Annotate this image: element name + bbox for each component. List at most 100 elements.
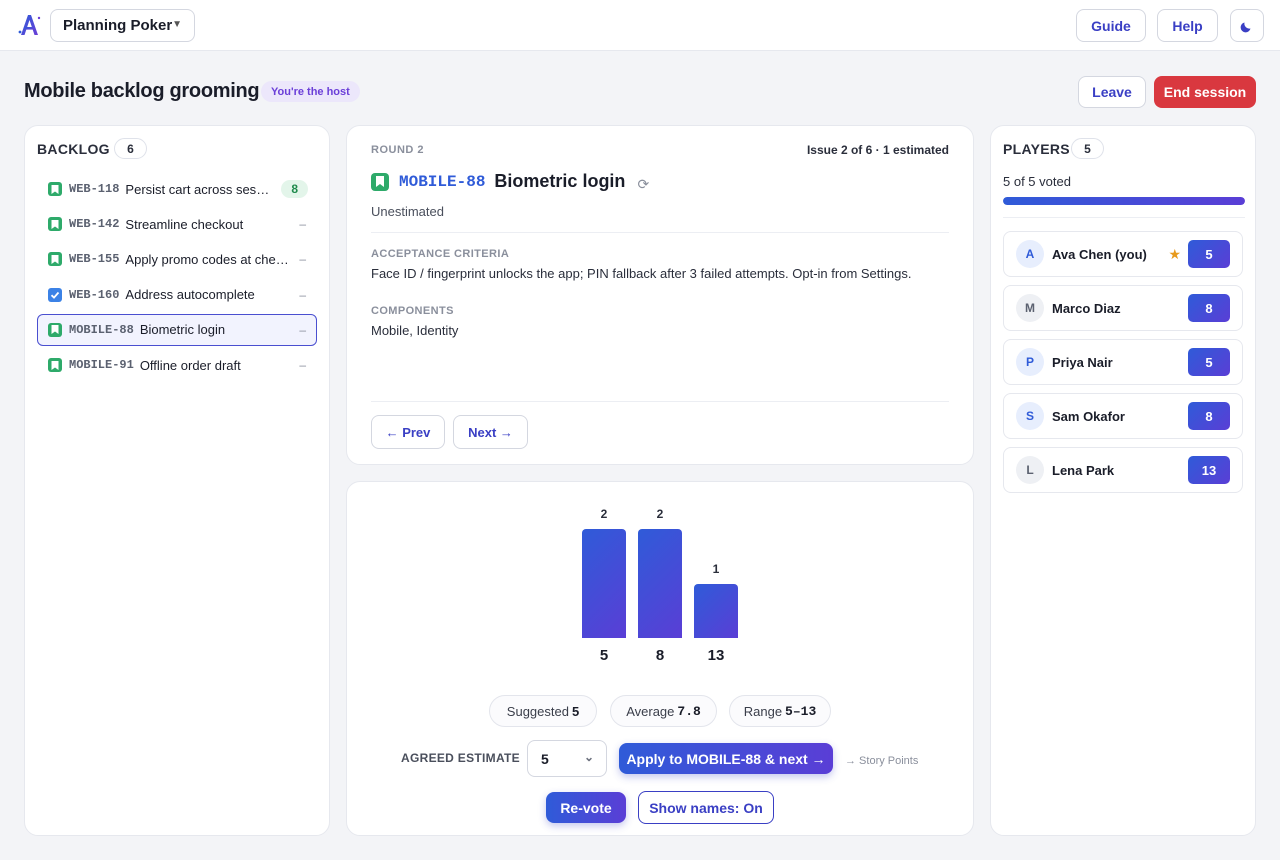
backlog-item-key: WEB-155	[69, 252, 120, 267]
vote-results-card: 2 5 2 8 1 13 Suggested 5 Average 7.8 Range 5–…	[346, 481, 974, 836]
player-name: Lena Park	[1052, 462, 1115, 478]
revote-button[interactable]: Re-vote	[546, 792, 626, 823]
vote-bar-label: 5	[599, 647, 609, 664]
suggested-stat: Suggested 5	[489, 695, 597, 727]
avatar: M	[1016, 294, 1044, 322]
backlog-count: 6	[114, 138, 147, 159]
backlog-item-estimate: –	[299, 217, 306, 232]
players-panel: PLAYERS 5 5 of 5 voted A Ava Chen (you) ★ 5…	[990, 125, 1256, 836]
player-row: M Marco Diaz 8	[1003, 285, 1243, 331]
backlog-item-estimate: –	[299, 322, 306, 337]
divider	[371, 401, 949, 402]
backlog-item-key: WEB-160	[69, 287, 120, 302]
theme-toggle-button[interactable]	[1230, 9, 1264, 42]
backlog-item-summary: Biometric login	[139, 322, 226, 338]
backlog-item-summary: Address autocomplete	[125, 287, 255, 303]
range-value: 5–13	[785, 703, 817, 719]
story-icon	[48, 182, 62, 196]
players-count: 5	[1071, 138, 1104, 159]
backlog-item[interactable]: WEB-160 Address autocomplete –	[37, 279, 317, 311]
divider	[371, 232, 949, 233]
suggested-label: Suggested	[506, 703, 569, 719]
app-switcher-label: Planning Poker	[63, 17, 173, 34]
end-session-button[interactable]: End session	[1154, 76, 1256, 108]
backlog-item[interactable]: WEB-118 Persist cart across sessions 8	[37, 173, 317, 205]
agreed-estimate-select[interactable]: 5 ⌄	[527, 740, 607, 777]
story-icon	[371, 172, 389, 191]
caret-down-icon: ▼	[172, 19, 182, 30]
backlog-item-estimate: 8	[281, 180, 308, 198]
show-names-toggle[interactable]: Show names: On	[638, 791, 774, 824]
average-value: 7.8	[677, 703, 701, 719]
avatar: A	[1016, 240, 1044, 268]
backlog-item-key: WEB-142	[69, 217, 120, 232]
vote-bar-count: 2	[656, 507, 664, 521]
agreed-estimate-value: 5	[541, 750, 549, 767]
issue-title: Biometric login	[494, 171, 626, 191]
backlog-item-estimate: –	[299, 252, 306, 267]
player-name: Sam Okafor	[1052, 408, 1125, 424]
next-issue-button[interactable]: Next →	[453, 415, 528, 449]
player-row: S Sam Okafor 8	[1003, 393, 1243, 439]
chevron-down-icon: ⌄	[583, 750, 594, 764]
round-label: ROUND 2	[371, 144, 425, 156]
player-row: L Lena Park 13	[1003, 447, 1243, 493]
average-label: Average	[626, 703, 675, 719]
story-points-hint: → Story Points	[845, 755, 919, 767]
host-star-icon: ★	[1168, 245, 1181, 262]
issue-status: Unestimated	[371, 204, 444, 219]
avatar: L	[1016, 456, 1044, 484]
top-bar: Planning Poker ▼ Guide Help	[0, 0, 1280, 51]
issue-key-link[interactable]: MOBILE-88	[399, 172, 486, 191]
backlog-item-key: WEB-118	[69, 182, 120, 196]
guide-button[interactable]: Guide	[1076, 9, 1146, 42]
vote-bar-count: 1	[712, 561, 720, 576]
backlog-item[interactable]: WEB-142 Streamline checkout –	[37, 208, 317, 240]
prev-issue-button[interactable]: ← Prev	[371, 415, 445, 449]
player-vote-card: 8	[1188, 402, 1230, 430]
vote-bar-label: 8	[655, 647, 665, 664]
app-logo-icon[interactable]	[16, 12, 42, 38]
components-label: COMPONENTS	[371, 305, 454, 317]
vote-bar-label: 13	[707, 647, 725, 664]
backlog-item-key: MOBILE-88	[69, 322, 134, 337]
player-name: Marco Diaz	[1052, 300, 1121, 316]
acceptance-criteria-label: ACCEPTANCE CRITERIA	[371, 248, 510, 260]
vote-bar	[638, 529, 682, 638]
voting-progress-fill	[1003, 197, 1245, 205]
refresh-icon[interactable]: ⟳	[637, 176, 650, 192]
players-heading: PLAYERS	[1003, 141, 1070, 157]
issue-title-row: MOBILE-88 Biometric login ⟳	[371, 170, 649, 193]
apply-estimate-button[interactable]: Apply to MOBILE-88 & next →	[619, 743, 833, 774]
session-title: Mobile backlog grooming	[24, 80, 260, 102]
backlog-item-summary: Apply promo codes at checkout	[125, 251, 294, 267]
player-row: A Ava Chen (you) ★ 5	[1003, 231, 1243, 277]
player-name: Ava Chen (you)	[1052, 246, 1147, 262]
voting-progress-bar	[1003, 197, 1245, 205]
player-row: P Priya Nair 5	[1003, 339, 1243, 385]
average-stat: Average 7.8	[610, 695, 717, 727]
range-stat: Range 5–13	[729, 695, 831, 727]
issue-progress-meta: Issue 2 of 6 · 1 estimated	[806, 143, 949, 157]
avatar: P	[1016, 348, 1044, 376]
backlog-item[interactable]: WEB-155 Apply promo codes at checkout –	[37, 243, 317, 275]
backlog-item-estimate: –	[299, 358, 306, 372]
player-vote-card: 8	[1188, 294, 1230, 322]
backlog-item[interactable]: MOBILE-91 Offline order draft –	[37, 349, 317, 381]
backlog-heading: BACKLOG	[37, 141, 110, 157]
backlog-item[interactable]: MOBILE-88 Biometric login –	[37, 313, 317, 346]
vote-bar-count: 2	[600, 507, 608, 521]
vote-bar	[694, 583, 738, 638]
backlog-item-summary: Offline order draft	[139, 357, 241, 373]
voted-status: 5 of 5 voted	[1003, 174, 1071, 189]
help-button[interactable]: Help	[1157, 9, 1218, 42]
range-label: Range	[743, 703, 783, 719]
player-vote-card: 5	[1188, 348, 1230, 376]
backlog-item-summary: Persist cart across sessions	[125, 181, 276, 197]
leave-button[interactable]: Leave	[1078, 76, 1146, 108]
app-switcher-dropdown[interactable]: Planning Poker ▼	[50, 9, 195, 42]
agreed-estimate-label: AGREED ESTIMATE	[401, 751, 520, 765]
backlog-panel: BACKLOG 6 WEB-118 Persist cart across ses…	[24, 125, 330, 836]
backlog-item-key: MOBILE-91	[69, 358, 134, 372]
story-icon	[48, 217, 62, 232]
